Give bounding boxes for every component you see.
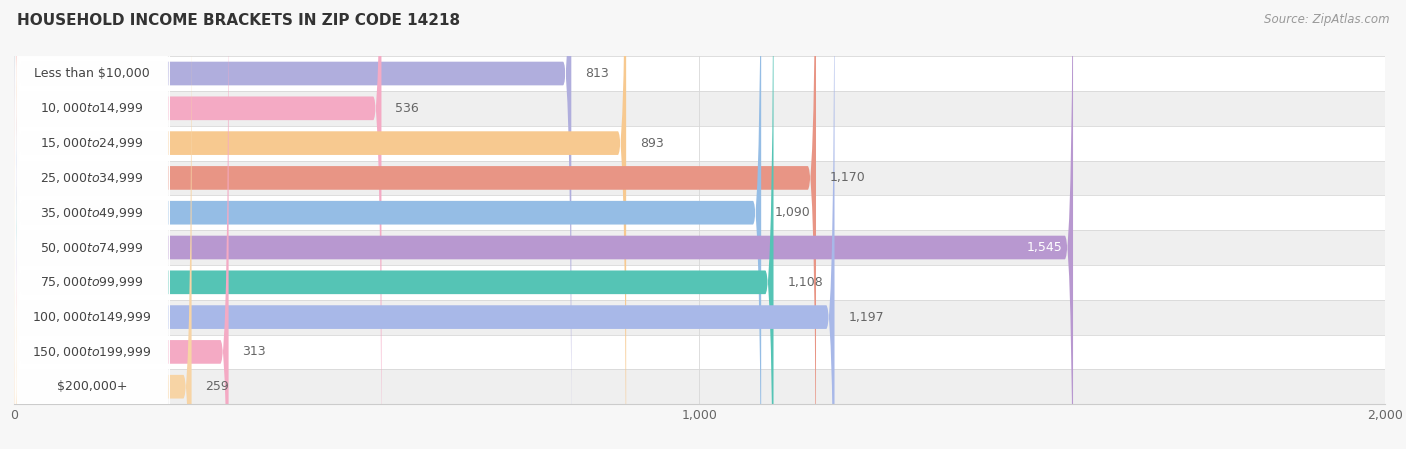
FancyBboxPatch shape xyxy=(14,0,170,378)
Text: 1,170: 1,170 xyxy=(830,172,866,185)
Text: 1,545: 1,545 xyxy=(1026,241,1063,254)
Bar xyxy=(14,161,1385,195)
Text: $15,000 to $24,999: $15,000 to $24,999 xyxy=(41,136,143,150)
FancyBboxPatch shape xyxy=(14,13,170,449)
Text: $75,000 to $99,999: $75,000 to $99,999 xyxy=(41,275,143,289)
FancyBboxPatch shape xyxy=(14,0,170,343)
FancyBboxPatch shape xyxy=(14,0,191,449)
FancyBboxPatch shape xyxy=(14,83,170,449)
Text: 259: 259 xyxy=(205,380,229,393)
Bar xyxy=(14,265,1385,300)
FancyBboxPatch shape xyxy=(14,0,229,449)
Bar xyxy=(14,56,1385,91)
Text: $100,000 to $149,999: $100,000 to $149,999 xyxy=(32,310,152,324)
FancyBboxPatch shape xyxy=(14,48,170,449)
Text: 813: 813 xyxy=(585,67,609,80)
FancyBboxPatch shape xyxy=(14,0,773,449)
Text: $35,000 to $49,999: $35,000 to $49,999 xyxy=(41,206,143,220)
Bar xyxy=(14,335,1385,369)
Text: Less than $10,000: Less than $10,000 xyxy=(34,67,150,80)
FancyBboxPatch shape xyxy=(14,152,170,449)
Bar xyxy=(14,91,1385,126)
FancyBboxPatch shape xyxy=(14,0,815,449)
Text: $200,000+: $200,000+ xyxy=(58,380,128,393)
Text: $25,000 to $34,999: $25,000 to $34,999 xyxy=(41,171,143,185)
Bar xyxy=(14,195,1385,230)
Text: 893: 893 xyxy=(640,136,664,150)
Text: $150,000 to $199,999: $150,000 to $199,999 xyxy=(32,345,152,359)
FancyBboxPatch shape xyxy=(14,0,381,449)
Text: $50,000 to $74,999: $50,000 to $74,999 xyxy=(41,241,143,255)
FancyBboxPatch shape xyxy=(14,0,170,447)
FancyBboxPatch shape xyxy=(14,0,626,449)
Text: 536: 536 xyxy=(395,102,419,115)
Bar xyxy=(14,126,1385,161)
Text: 1,090: 1,090 xyxy=(775,206,811,219)
Text: HOUSEHOLD INCOME BRACKETS IN ZIP CODE 14218: HOUSEHOLD INCOME BRACKETS IN ZIP CODE 14… xyxy=(17,13,460,28)
FancyBboxPatch shape xyxy=(14,0,761,449)
FancyBboxPatch shape xyxy=(14,0,571,449)
Bar xyxy=(14,300,1385,335)
Bar xyxy=(14,230,1385,265)
FancyBboxPatch shape xyxy=(14,117,170,449)
FancyBboxPatch shape xyxy=(14,0,170,413)
FancyBboxPatch shape xyxy=(14,0,835,449)
Text: 1,197: 1,197 xyxy=(848,311,884,324)
FancyBboxPatch shape xyxy=(14,0,170,308)
Text: Source: ZipAtlas.com: Source: ZipAtlas.com xyxy=(1264,13,1389,26)
Text: 313: 313 xyxy=(242,345,266,358)
Bar xyxy=(14,369,1385,404)
Text: $10,000 to $14,999: $10,000 to $14,999 xyxy=(41,101,143,115)
FancyBboxPatch shape xyxy=(14,0,1073,449)
Text: 1,108: 1,108 xyxy=(787,276,823,289)
